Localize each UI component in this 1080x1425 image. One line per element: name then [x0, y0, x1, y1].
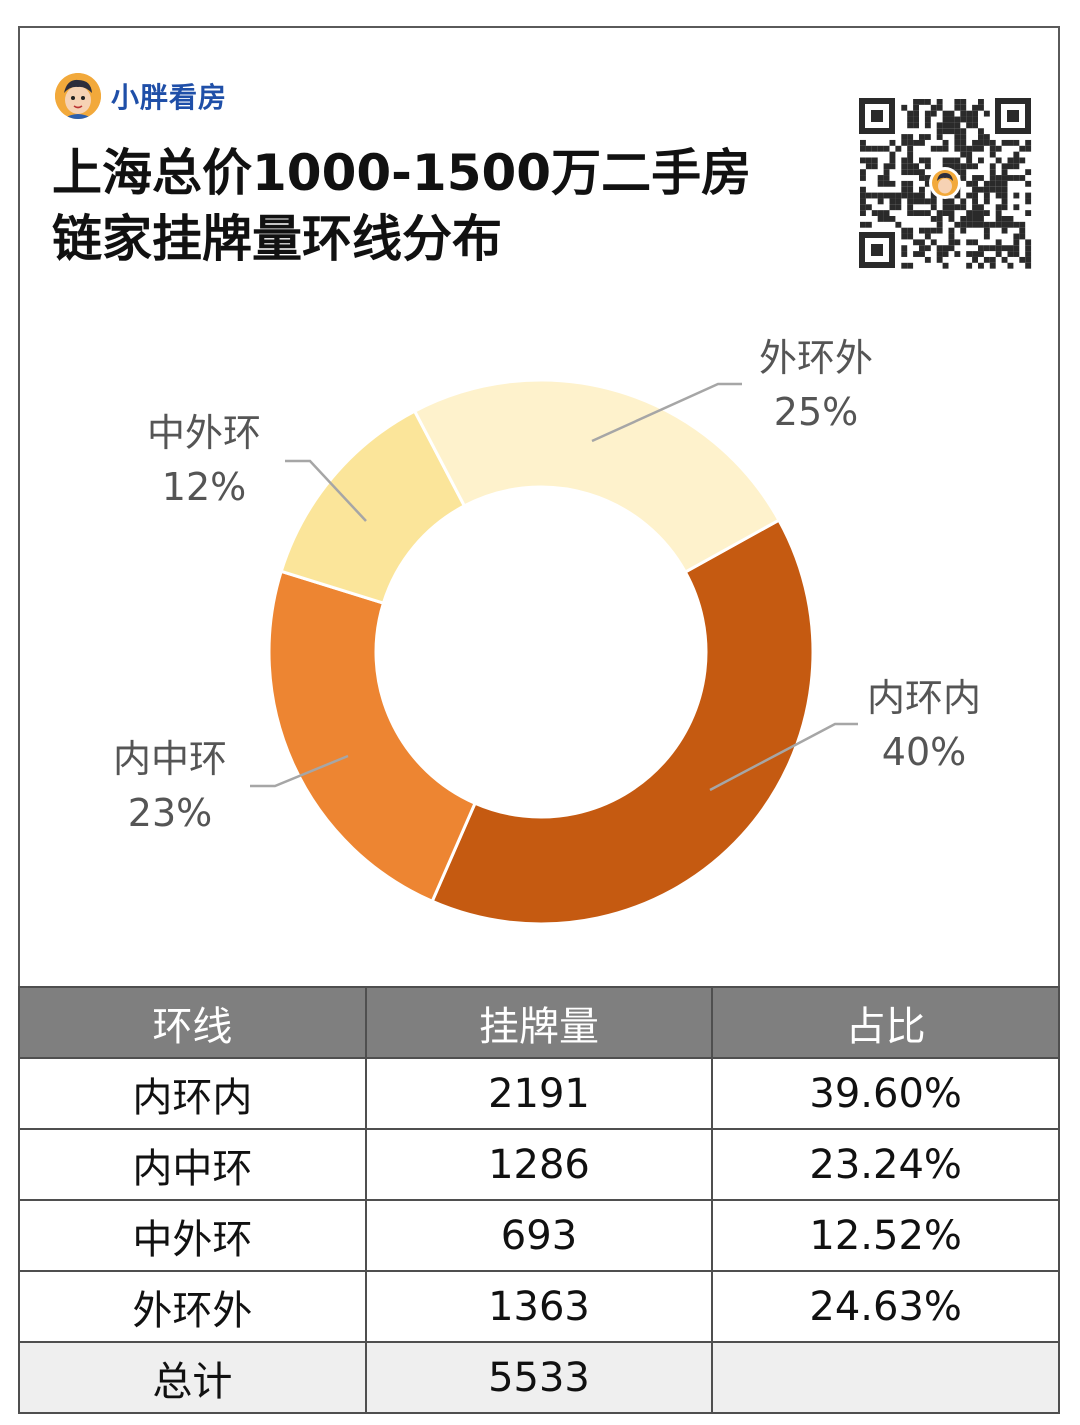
table-header-row: 环线 挂牌量 占比	[18, 986, 1060, 1059]
slice-label: 外环外	[759, 336, 873, 380]
page-title: 上海总价1000-1500万二手房 链家挂牌量环线分布	[52, 140, 751, 272]
table-cell: 内中环	[18, 1128, 367, 1201]
data-table: 环线 挂牌量 占比 内环内 2191 39.60% 内中环 1286 23.24…	[18, 986, 1060, 1414]
slice-percent-label: 12%	[162, 465, 246, 509]
title-line-2: 链家挂牌量环线分布	[52, 210, 502, 268]
table-cell: 1363	[364, 1270, 714, 1343]
table-cell: 5533	[364, 1341, 714, 1414]
header-cell: 环线	[18, 986, 367, 1059]
table-cell: 12.52%	[711, 1199, 1060, 1272]
table-row: 外环外 1363 24.63%	[18, 1270, 1060, 1343]
donut-slice	[412, 378, 781, 575]
qr-code-icon[interactable]	[858, 97, 1032, 269]
brand-name: 小胖看房	[111, 81, 228, 114]
table-cell: 总计	[18, 1341, 367, 1414]
leader-line	[591, 382, 742, 443]
table-cell: 中外环	[18, 1199, 367, 1272]
donut-slice	[267, 569, 477, 904]
slice-label: 中外环	[147, 411, 261, 455]
slice-percent-label: 23%	[128, 791, 212, 835]
header-cell: 占比	[711, 986, 1060, 1059]
table-cell: 23.24%	[711, 1128, 1060, 1201]
leader-line	[709, 722, 858, 792]
cartoon-avatar-icon	[55, 73, 101, 119]
table-cell: 693	[364, 1199, 714, 1272]
title-line-1: 上海总价1000-1500万二手房	[52, 144, 752, 202]
donut-slice	[430, 518, 815, 926]
table-cell: 1286	[364, 1128, 714, 1201]
table-row: 中外环 693 12.52%	[18, 1199, 1060, 1272]
donut-chart: 内环内 40% 内中环 23% 中外环 12% 外环外 25%	[113, 336, 981, 926]
slice-label: 内中环	[113, 737, 227, 781]
table-total-row: 总计 5533	[18, 1341, 1060, 1414]
slice-label: 内环内	[867, 676, 981, 720]
table-cell: 24.63%	[711, 1270, 1060, 1343]
slice-percent-label: 40%	[882, 730, 966, 774]
table-cell: 39.60%	[711, 1057, 1060, 1130]
table-cell: 内环内	[18, 1057, 367, 1130]
slice-percent-label: 25%	[774, 390, 858, 434]
table-cell: 外环外	[18, 1270, 367, 1343]
table-row: 内环内 2191 39.60%	[18, 1057, 1060, 1130]
brand: 小胖看房	[55, 72, 227, 120]
leader-line	[285, 459, 367, 522]
table-cell	[711, 1341, 1060, 1414]
table-row: 内中环 1286 23.24%	[18, 1128, 1060, 1201]
header-cell: 挂牌量	[364, 986, 714, 1059]
leader-line	[250, 754, 349, 788]
table-cell: 2191	[364, 1057, 714, 1130]
